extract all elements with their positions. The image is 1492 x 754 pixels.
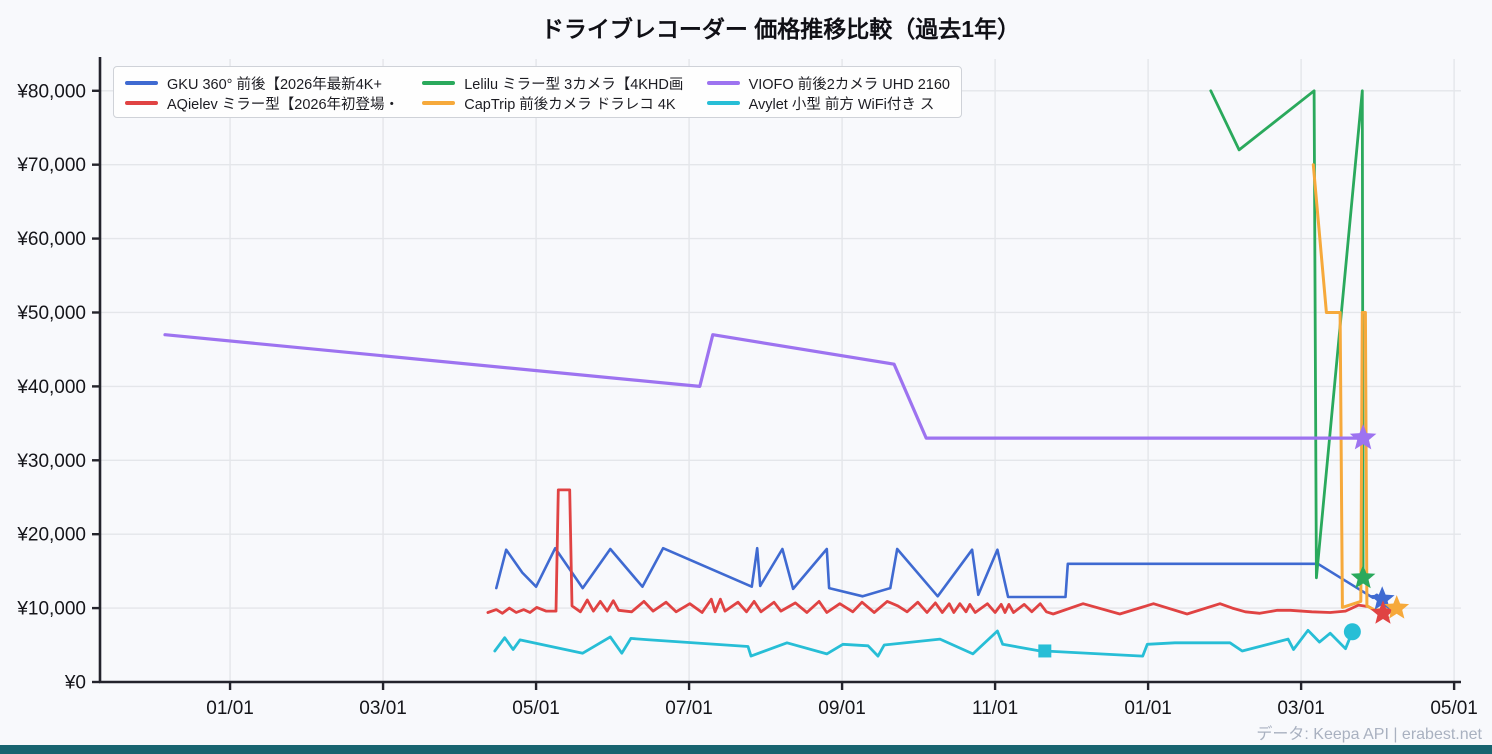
svg-text:¥0: ¥0 bbox=[64, 673, 86, 694]
legend-swatch-purple bbox=[706, 81, 740, 85]
svg-text:¥80,000: ¥80,000 bbox=[16, 81, 86, 102]
svg-text:01/01: 01/01 bbox=[1124, 698, 1172, 719]
legend-swatch-orange bbox=[422, 101, 456, 105]
svg-text:05/01: 05/01 bbox=[1430, 698, 1478, 719]
chart-legend: GKU 360° 前後【2026年最新4K+ AQielev ミラー型【2026… bbox=[113, 66, 962, 118]
legend-item-viofo: VIOFO 前後2カメラ UHD 2160 bbox=[706, 73, 950, 93]
legend-label: Lelilu ミラー型 3カメラ【4KHD画 bbox=[464, 76, 684, 93]
svg-text:¥10,000: ¥10,000 bbox=[16, 599, 86, 620]
svg-text:¥40,000: ¥40,000 bbox=[16, 377, 86, 398]
legend-item-avylet: Avylet 小型 前方 WiFi付き ス bbox=[706, 93, 950, 113]
legend-swatch-blue bbox=[125, 81, 158, 85]
legend-swatch-red bbox=[125, 101, 158, 105]
legend-swatch-green bbox=[422, 81, 456, 85]
svg-text:¥20,000: ¥20,000 bbox=[16, 525, 86, 546]
svg-text:¥60,000: ¥60,000 bbox=[16, 229, 86, 250]
legend-label: Avylet 小型 前方 WiFi付き ス bbox=[748, 96, 935, 113]
svg-text:03/01: 03/01 bbox=[1277, 698, 1325, 719]
legend-column: Lelilu ミラー型 3カメラ【4KHD画 CapTrip 前後カメラ ドラレ… bbox=[422, 73, 706, 113]
legend-item-captrip: CapTrip 前後カメラ ドラレコ 4K bbox=[422, 93, 706, 113]
svg-text:¥70,000: ¥70,000 bbox=[16, 155, 86, 176]
legend-item-aqielev: AQielev ミラー型【2026年初登場・ bbox=[125, 93, 422, 113]
legend-label: AQielev ミラー型【2026年初登場・ bbox=[167, 96, 400, 113]
legend-label: GKU 360° 前後【2026年最新4K+ bbox=[167, 76, 382, 93]
svg-text:01/01: 01/01 bbox=[206, 698, 254, 719]
svg-text:07/01: 07/01 bbox=[665, 698, 713, 719]
legend-item-gku: GKU 360° 前後【2026年最新4K+ bbox=[125, 73, 422, 93]
legend-item-lelilu: Lelilu ミラー型 3カメラ【4KHD画 bbox=[422, 73, 706, 93]
svg-text:09/01: 09/01 bbox=[818, 698, 866, 719]
legend-label: CapTrip 前後カメラ ドラレコ 4K bbox=[464, 96, 676, 113]
chart-title: ドライブレコーダー 価格推移比較（過去1年） bbox=[540, 16, 1021, 42]
data-source-attribution: データ: Keepa API | erabest.net bbox=[1256, 726, 1482, 743]
svg-text:05/01: 05/01 bbox=[512, 698, 560, 719]
legend-column: GKU 360° 前後【2026年最新4K+ AQielev ミラー型【2026… bbox=[125, 73, 422, 113]
svg-text:11/01: 11/01 bbox=[972, 698, 1018, 719]
legend-column: VIOFO 前後2カメラ UHD 2160 Avylet 小型 前方 WiFi付… bbox=[706, 73, 950, 113]
svg-text:¥50,000: ¥50,000 bbox=[16, 303, 86, 324]
svg-text:¥30,000: ¥30,000 bbox=[16, 451, 86, 472]
legend-label: VIOFO 前後2カメラ UHD 2160 bbox=[748, 76, 950, 93]
legend-swatch-cyan bbox=[706, 101, 740, 105]
bottom-accent-bar bbox=[0, 745, 1492, 754]
svg-text:03/01: 03/01 bbox=[359, 698, 407, 719]
